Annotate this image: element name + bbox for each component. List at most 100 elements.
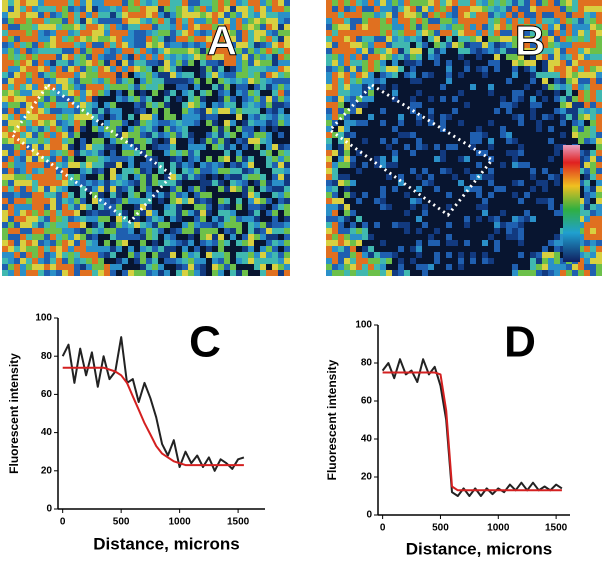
pixel (536, 6, 542, 12)
pixel (56, 198, 62, 204)
pixel (188, 6, 194, 12)
pixel (2, 0, 8, 6)
pixel (326, 180, 332, 186)
pixel (392, 264, 398, 270)
pixel (92, 96, 98, 102)
pixel (470, 96, 476, 102)
pixel (8, 144, 14, 150)
pixel (188, 150, 194, 156)
pixel (464, 12, 470, 18)
pixel (278, 24, 284, 30)
pixel (482, 84, 488, 90)
pixel (386, 150, 392, 156)
pixel (284, 180, 290, 186)
pixel (554, 234, 560, 240)
pixel (548, 6, 554, 12)
pixel (434, 180, 440, 186)
pixel (80, 216, 86, 222)
pixel (146, 24, 152, 30)
pixel (392, 42, 398, 48)
pixel (56, 180, 62, 186)
pixel (116, 258, 122, 264)
pixel (326, 18, 332, 24)
pixel (488, 60, 494, 66)
pixel (572, 78, 578, 84)
pixel (26, 216, 32, 222)
pixel (98, 174, 104, 180)
pixel (68, 78, 74, 84)
pixel (56, 234, 62, 240)
pixel (134, 264, 140, 270)
pixel (242, 114, 248, 120)
pixel (596, 186, 602, 192)
pixel (452, 156, 458, 162)
pixel (44, 12, 50, 18)
pixel (164, 204, 170, 210)
pixel (272, 102, 278, 108)
pixel (386, 84, 392, 90)
pixel (362, 234, 368, 240)
pixel (404, 240, 410, 246)
pixel (506, 84, 512, 90)
pixel (260, 264, 266, 270)
pixel (464, 54, 470, 60)
pixel (476, 216, 482, 222)
pixel (260, 186, 266, 192)
pixel (560, 96, 566, 102)
pixel (86, 126, 92, 132)
pixel (92, 12, 98, 18)
pixel (188, 42, 194, 48)
pixel (458, 78, 464, 84)
pixel (506, 42, 512, 48)
pixel (476, 198, 482, 204)
pixel (482, 210, 488, 216)
pixel (338, 234, 344, 240)
pixel (74, 132, 80, 138)
pixel (80, 96, 86, 102)
pixel (32, 60, 38, 66)
pixel (74, 30, 80, 36)
pixel (536, 222, 542, 228)
pixel (392, 234, 398, 240)
pixel (92, 150, 98, 156)
pixel (410, 102, 416, 108)
pixel (50, 222, 56, 228)
pixel (500, 180, 506, 186)
pixel (326, 270, 332, 276)
pixel (512, 258, 518, 264)
pixel (74, 90, 80, 96)
pixel (500, 78, 506, 84)
pixel (584, 228, 590, 234)
pixel (122, 36, 128, 42)
pixel (2, 6, 8, 12)
pixel (362, 210, 368, 216)
pixel (194, 42, 200, 48)
pixel (146, 138, 152, 144)
pixel (158, 264, 164, 270)
pixel (80, 42, 86, 48)
pixel (164, 18, 170, 24)
pixel (350, 66, 356, 72)
pixel (572, 114, 578, 120)
pixel (470, 108, 476, 114)
pixel (104, 222, 110, 228)
pixel (422, 54, 428, 60)
pixel (92, 246, 98, 252)
pixel (392, 240, 398, 246)
pixel (242, 18, 248, 24)
pixel (440, 6, 446, 12)
pixel (512, 156, 518, 162)
pixel (2, 258, 8, 264)
pixel (554, 78, 560, 84)
pixel (434, 222, 440, 228)
pixel (212, 270, 218, 276)
pixel (14, 258, 20, 264)
pixel (488, 54, 494, 60)
pixel (44, 120, 50, 126)
pixel (506, 90, 512, 96)
pixel (74, 174, 80, 180)
pixel (224, 108, 230, 114)
pixel (488, 30, 494, 36)
pixel (266, 126, 272, 132)
pixel (500, 150, 506, 156)
